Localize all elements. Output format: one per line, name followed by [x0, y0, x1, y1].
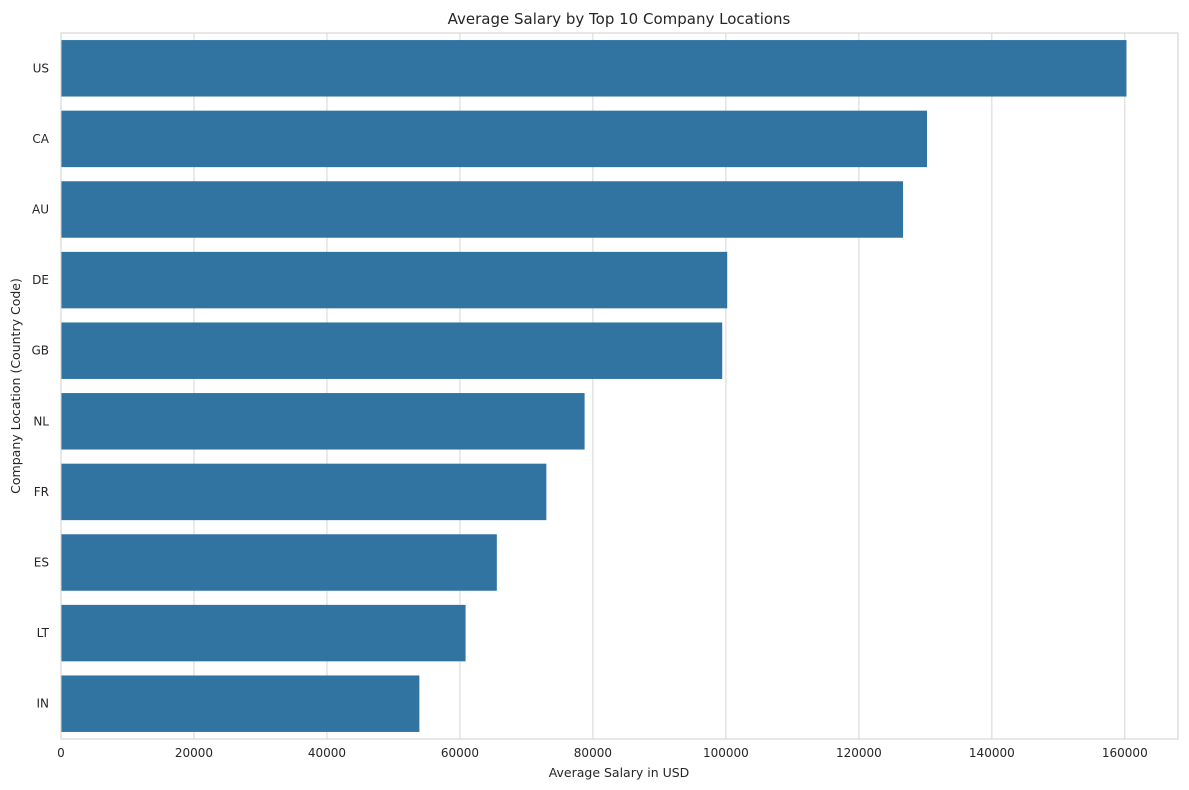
bar-ca: [61, 110, 928, 168]
x-tick-label: 140000: [969, 746, 1015, 760]
y-tick-label: ES: [34, 556, 49, 570]
bars: [61, 40, 1127, 732]
x-tick-label: 120000: [836, 746, 882, 760]
y-tick-label: LT: [37, 626, 50, 640]
y-tick-label: AU: [32, 203, 49, 217]
x-axis-ticks: 0 20000 40000 60000 80000 100000 120000 140000 1…: [57, 746, 1148, 760]
bar-de: [61, 251, 728, 309]
y-tick-label: GB: [31, 344, 49, 358]
bar-es: [61, 534, 497, 591]
plot-frame: [60, 32, 1179, 740]
x-tick-label: 160000: [1102, 746, 1148, 760]
y-axis-ticks: US CA AU DE GB NL FR ES LT IN: [31, 61, 49, 710]
x-tick-label: 40000: [308, 746, 346, 760]
bar-nl: [61, 393, 585, 450]
y-tick-label: NL: [33, 414, 49, 428]
bar-lt: [61, 604, 466, 662]
x-tick-label: 20000: [175, 746, 213, 760]
x-tick-label: 100000: [703, 746, 749, 760]
y-tick-label: FR: [34, 485, 49, 499]
chart-title: Average Salary by Top 10 Company Locatio…: [448, 10, 791, 28]
y-tick-label: DE: [32, 273, 49, 287]
x-tick-label: 60000: [441, 746, 479, 760]
bar-us: [61, 40, 1127, 97]
bar-fr: [61, 463, 547, 521]
y-tick-label: CA: [32, 132, 49, 146]
bar-gb: [61, 322, 723, 379]
y-axis-label: Company Location (Country Code): [8, 278, 23, 494]
x-tick-label: 0: [57, 746, 65, 760]
bar-in: [61, 675, 420, 732]
x-axis-label: Average Salary in USD: [549, 765, 690, 780]
x-tick-label: 80000: [574, 746, 612, 760]
bar-au: [61, 181, 904, 238]
y-tick-label: US: [33, 61, 49, 75]
y-tick-label: IN: [36, 697, 49, 711]
